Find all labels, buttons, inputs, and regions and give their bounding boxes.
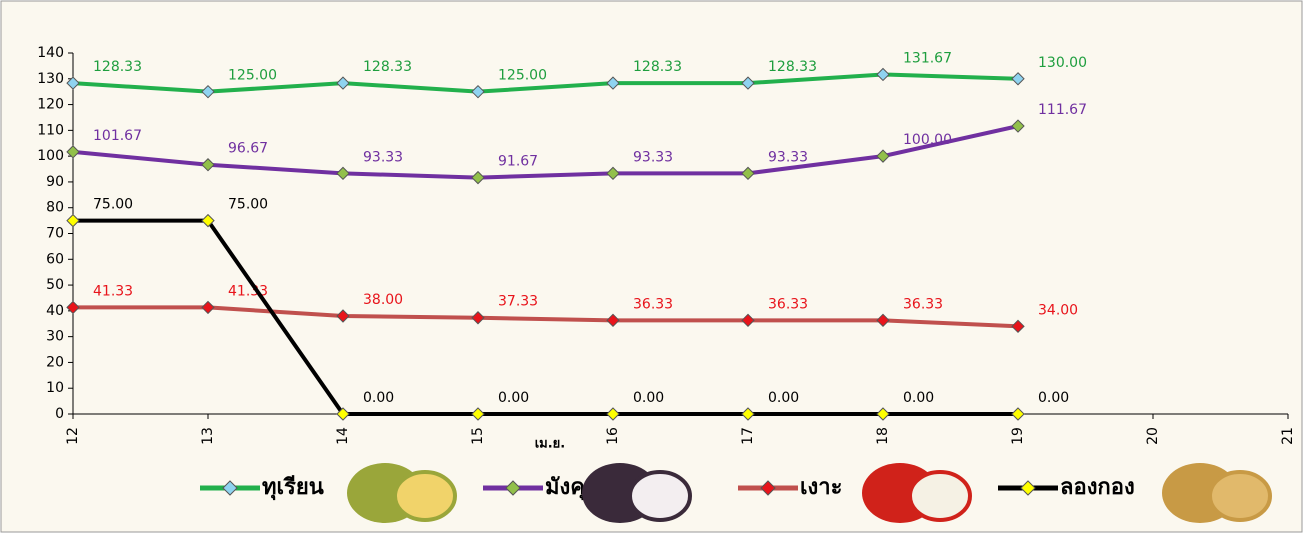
data-label: 0.00 — [903, 390, 934, 406]
x-tick-label: 13 — [200, 427, 216, 445]
data-label: 111.67 — [1038, 102, 1087, 118]
x-tick-label: 17 — [740, 427, 756, 445]
data-label: 128.33 — [93, 59, 142, 75]
data-label: 131.67 — [903, 50, 952, 66]
data-label: 0.00 — [363, 390, 394, 406]
y-tick-label: 30 — [46, 329, 64, 345]
x-tick-label: 15 — [470, 427, 486, 445]
y-tick-label: 110 — [37, 122, 64, 138]
data-label: 96.67 — [228, 141, 268, 157]
y-tick-label: 20 — [46, 354, 64, 370]
data-label: 93.33 — [768, 149, 808, 165]
y-tick-label: 10 — [46, 380, 64, 396]
y-tick-label: 90 — [46, 174, 64, 190]
fruit-image — [1210, 472, 1270, 520]
fruit-image — [630, 472, 690, 520]
data-label: 37.33 — [498, 294, 538, 310]
chart: เม.ย. 0102030405060708090100110120130140… — [0, 0, 1304, 533]
data-label: 93.33 — [363, 149, 403, 165]
y-tick-label: 40 — [46, 303, 64, 319]
x-tick-label: 20 — [1145, 427, 1161, 445]
data-label: 36.33 — [768, 296, 808, 312]
legend-label: ทุเรียน — [262, 475, 324, 501]
data-label: 125.00 — [228, 68, 277, 84]
data-label: 128.33 — [633, 59, 682, 75]
legend-label: เงาะ — [800, 475, 842, 500]
x-tick-label: 14 — [335, 427, 351, 445]
fruit-image — [395, 472, 455, 520]
data-label: 101.67 — [93, 128, 142, 144]
chart-background — [1, 1, 1302, 532]
y-tick-label: 120 — [37, 97, 64, 113]
data-label: 91.67 — [498, 154, 538, 170]
data-label: 100.00 — [903, 132, 952, 148]
data-label: 75.00 — [228, 197, 268, 213]
data-label: 38.00 — [363, 292, 403, 308]
y-tick-label: 0 — [55, 406, 64, 422]
data-label: 34.00 — [1038, 302, 1078, 318]
y-tick-label: 140 — [37, 45, 64, 61]
y-tick-label: 60 — [46, 251, 64, 267]
y-tick-label: 130 — [37, 71, 64, 87]
data-label: 36.33 — [633, 296, 673, 312]
data-label: 0.00 — [633, 390, 664, 406]
y-tick-label: 50 — [46, 277, 64, 293]
data-label: 128.33 — [363, 59, 412, 75]
fruit-image — [910, 472, 970, 520]
data-label: 0.00 — [498, 390, 529, 406]
data-label: 125.00 — [498, 68, 547, 84]
x-tick-label: 21 — [1280, 427, 1296, 445]
y-tick-label: 100 — [37, 148, 64, 164]
data-label: 130.00 — [1038, 55, 1087, 71]
x-tick-label: 18 — [875, 427, 891, 445]
data-label: 0.00 — [768, 390, 799, 406]
x-tick-label: 19 — [1010, 427, 1026, 445]
data-label: 128.33 — [768, 59, 817, 75]
data-label: 93.33 — [633, 149, 673, 165]
y-tick-label: 70 — [46, 226, 64, 242]
data-label: 0.00 — [1038, 390, 1069, 406]
x-tick-label: 12 — [65, 427, 81, 445]
x-axis-label: เม.ย. — [535, 437, 566, 452]
legend-label: ลองกอง — [1060, 475, 1135, 500]
data-label: 41.33 — [93, 283, 133, 299]
data-label: 36.33 — [903, 296, 943, 312]
y-tick-label: 80 — [46, 200, 64, 216]
data-label: 75.00 — [93, 197, 133, 213]
x-tick-label: 16 — [605, 427, 621, 445]
